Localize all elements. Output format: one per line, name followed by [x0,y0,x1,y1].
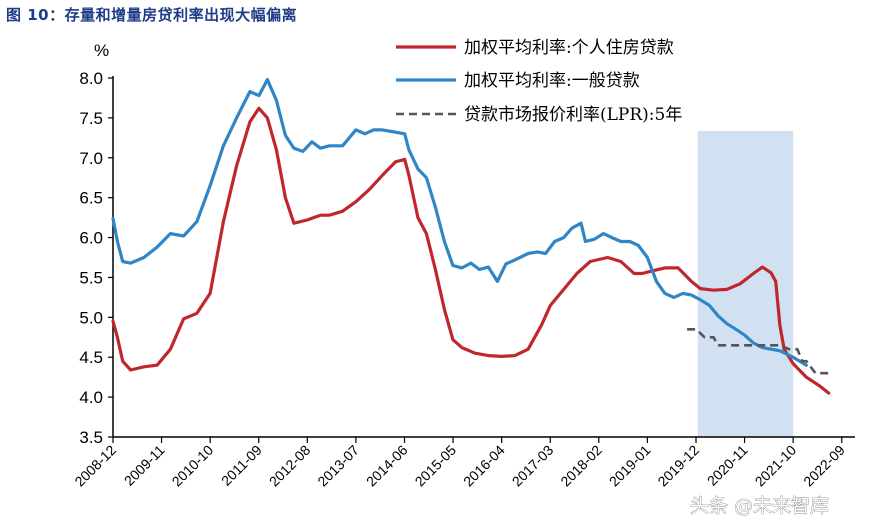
y-tick-label: 6.5 [79,189,103,208]
x-tick-label: 2010-10 [169,442,217,490]
y-tick-label: 8.0 [79,69,103,88]
x-tick-label: 2014-06 [363,442,411,490]
series-line-3 [687,328,833,375]
y-tick-label: 6.0 [79,229,103,248]
series-line-2 [111,78,808,367]
y-tick-label: 7.5 [79,109,103,128]
y-tick-label: 4.5 [79,348,103,367]
y-axis-label: % [94,41,109,60]
y-tick-label: 5.5 [79,268,103,287]
legend-label-1: 加权平均利率:个人住房贷款 [464,38,674,58]
legend-label-3: 贷款市场报价利率(LPR):5年 [464,105,682,125]
x-tick-label: 2022-09 [800,442,848,490]
y-tick-label: 5.0 [79,308,103,327]
x-tick-label: 2020-11 [704,442,751,489]
watermark-text: 头条 @未来智库 [690,495,829,517]
x-tick-label: 2013-07 [314,442,362,490]
figure-title: 图 10：存量和增量房贷利率出现大幅偏离 [6,6,298,24]
x-tick-label: 2016-04 [460,442,508,490]
y-tick-label: 4.0 [79,388,103,407]
x-tick-label: 2018-02 [557,442,605,490]
x-tick-label: 2012-08 [266,442,314,490]
y-tick-label: 7.0 [79,149,103,168]
x-tick-label: 2019-12 [654,442,702,490]
x-tick-label: 2009-11 [121,442,168,489]
x-tick-label: 2019-01 [606,442,654,490]
x-tick-label: 2008-12 [71,442,119,490]
x-tick-label: 2011-09 [218,442,265,489]
x-tick-label: 2017-03 [509,442,557,490]
x-tick-label: 2015-05 [412,442,460,490]
legend-label-2: 加权平均利率:一般贷款 [464,71,640,91]
x-tick-label: 2021-10 [752,442,800,490]
series-line-1 [111,106,831,395]
y-tick-label: 3.5 [79,428,103,447]
shaded-region [697,131,794,437]
